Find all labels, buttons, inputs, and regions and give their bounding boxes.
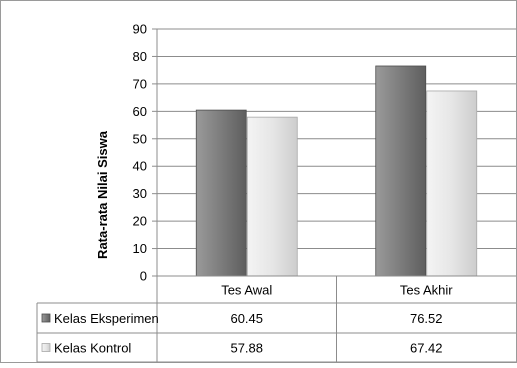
bar [195,109,247,277]
bar [426,90,478,277]
category-label: Tes Akhir [400,283,453,298]
y-tick-label: 0 [140,269,147,284]
data-label: 60.45 [230,311,263,326]
data-label: 67.42 [410,341,443,356]
legend-swatch [41,313,51,323]
y-tick-label: 30 [133,186,147,201]
category-label: Tes Awal [221,283,272,298]
data-label: 57.88 [230,341,263,356]
y-tick-label: 90 [133,22,147,37]
y-tick-label: 60 [133,104,147,119]
y-tick-label: 40 [133,159,147,174]
legend-swatch [41,343,51,352]
y-tick-label: 70 [133,76,147,91]
legend-label: Kelas Eksperimen [54,311,159,326]
y-tick-label: 80 [133,49,147,64]
y-axis-label: Rata-rata Nilai Siswa [95,130,110,259]
bar [375,65,427,277]
bar [246,116,298,277]
y-tick-label: 50 [133,131,147,146]
y-tick-label: 10 [133,241,147,256]
data-label: 76.52 [410,311,443,326]
y-tick-label: 20 [133,214,147,229]
legend-label: Kelas Kontrol [54,341,131,356]
